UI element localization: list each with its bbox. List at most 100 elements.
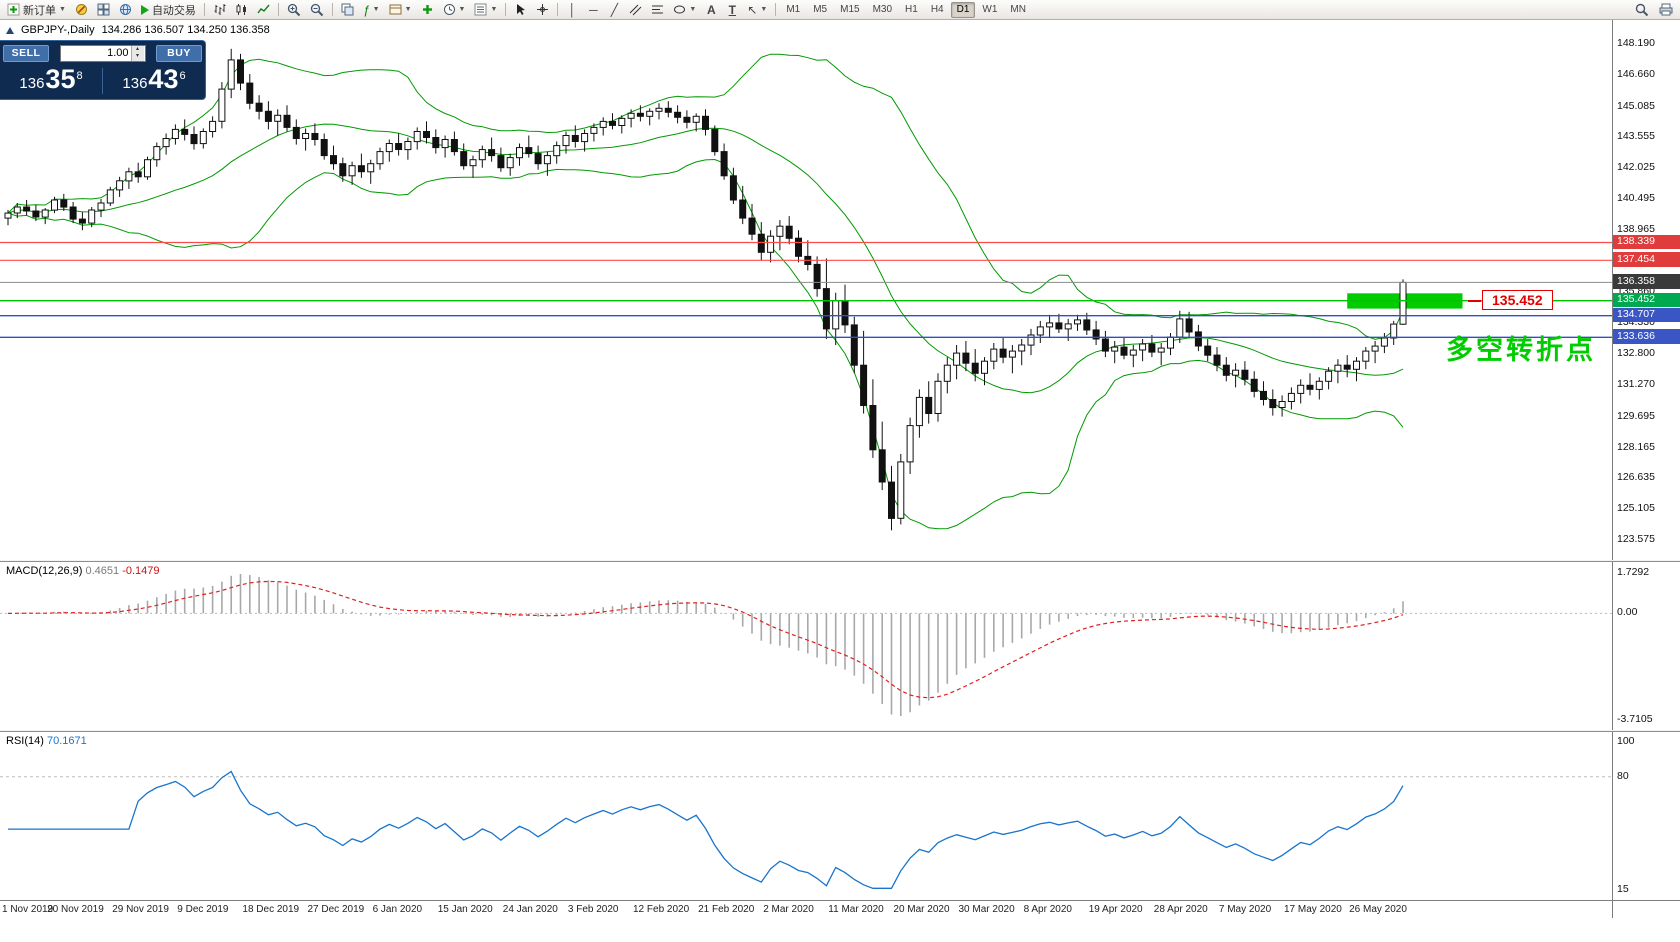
horizontal-line-button[interactable]: ─: [583, 1, 603, 19]
price-tag: 138.339: [1613, 234, 1680, 250]
date-label: 11 Mar 2020: [828, 904, 884, 915]
lot-size-input[interactable]: [60, 45, 131, 61]
chevron-down-icon: ▼: [760, 6, 768, 13]
price-tag: 135.452: [1613, 292, 1680, 308]
crosshair-icon: [536, 3, 549, 16]
text-label-icon: T: [728, 2, 736, 17]
macd-axis-bottom-label: -3.7105: [1617, 713, 1653, 726]
timeframe-m30-button[interactable]: M30: [872, 4, 893, 15]
date-label: 24 Jan 2020: [502, 904, 558, 915]
templates-button[interactable]: ▼: [385, 1, 416, 19]
indicators-button[interactable]: ƒ ▼: [359, 1, 384, 19]
price-chart-panel[interactable]: GBPJPY-,Daily 134.286 136.507 134.250 13…: [0, 20, 1612, 560]
timeframe-h4-button[interactable]: H4: [930, 4, 944, 15]
list-icon: [474, 3, 487, 16]
price-callout-label[interactable]: 135.452: [1468, 290, 1553, 310]
timeframe-m15-button[interactable]: M15: [840, 4, 860, 15]
price-axis-label: 138.965: [1617, 222, 1655, 235]
price-axis-label: 128.165: [1617, 440, 1655, 453]
tile-windows-button[interactable]: [337, 1, 358, 19]
date-label: 17 May 2020: [1284, 904, 1342, 915]
zoom-out-button[interactable]: [306, 1, 328, 19]
charts-grid-button[interactable]: [93, 1, 114, 19]
channel-button[interactable]: [625, 1, 646, 19]
price-tag: 136.358: [1613, 274, 1680, 289]
candlestick-type-button[interactable]: [231, 1, 252, 19]
text-icon: A: [706, 2, 716, 17]
timeframe-mn-button[interactable]: MN: [1010, 4, 1026, 15]
macd-header: MACD(12,26,9) 0.4651 -0.1479: [6, 565, 160, 577]
sell-tab[interactable]: SELL: [3, 44, 49, 62]
mql5-compass-button[interactable]: [71, 1, 92, 19]
new-order-button[interactable]: 新订单 ▼: [3, 1, 70, 19]
text-label-button[interactable]: T: [722, 1, 742, 19]
candlestick-chart-svg[interactable]: [0, 20, 1612, 560]
new-order-icon: [7, 3, 20, 16]
candlestick-icon: [235, 3, 248, 16]
buy-price-button[interactable]: 136 43 6: [122, 64, 186, 94]
timeframe-d1-button[interactable]: D1: [950, 1, 976, 18]
fibonacci-button[interactable]: [647, 1, 668, 19]
rsi-panel[interactable]: RSI(14) 70.1671: [0, 732, 1612, 900]
bar-chart-type-button[interactable]: [209, 1, 230, 19]
arrow-icon: ↖: [747, 2, 758, 17]
arrows-button[interactable]: ↖ ▼: [743, 1, 771, 19]
search-button[interactable]: [1631, 1, 1653, 19]
add-indicator-button[interactable]: [417, 1, 438, 19]
vertical-line-button[interactable]: │: [562, 1, 582, 19]
add-plus-icon: [421, 3, 434, 16]
buy-tab[interactable]: BUY: [156, 44, 202, 62]
panel-splitter[interactable]: [0, 560, 1680, 562]
rsi-axis[interactable]: 100 80 15: [1612, 732, 1680, 900]
charts-grid-icon: [97, 3, 110, 16]
trendline-button[interactable]: ╱: [604, 1, 624, 19]
toolbar-separator: [331, 3, 333, 16]
price-axis-label: 134.330: [1617, 316, 1655, 329]
periods-button[interactable]: ▼: [439, 1, 470, 19]
rsi-chart-svg[interactable]: [0, 732, 1612, 900]
community-button[interactable]: [115, 1, 136, 19]
line-chart-type-button[interactable]: [253, 1, 274, 19]
rsi-header: RSI(14) 70.1671: [6, 735, 87, 747]
macd-panel[interactable]: MACD(12,26,9) 0.4651 -0.1479: [0, 562, 1612, 730]
timeframe-w1-button[interactable]: W1: [982, 4, 998, 15]
timeframe-m5-button[interactable]: M5: [813, 4, 828, 15]
autotrade-button[interactable]: 自动交易: [137, 1, 200, 19]
sell-price-button[interactable]: 136 35 8: [19, 64, 83, 94]
date-label: 8 Apr 2020: [1023, 904, 1072, 915]
turning-point-annotation[interactable]: 多空转折点: [1446, 335, 1596, 365]
price-axis[interactable]: 148.190 146.660 145.085 143.555 142.025 140.4…: [1612, 20, 1680, 560]
vertical-line-icon: │: [568, 2, 577, 17]
bar-chart-icon: [213, 3, 226, 16]
toolbar-separator: [505, 3, 507, 16]
cursor-button[interactable]: [510, 1, 531, 19]
timeframe-m1-button[interactable]: M1: [786, 4, 801, 15]
price-axis-label: 143.555: [1617, 130, 1655, 143]
shapes-button[interactable]: ▼: [669, 1, 700, 19]
macd-axis[interactable]: 1.7292 0.00 -3.7105: [1612, 562, 1680, 730]
lot-increase-button[interactable]: ▴: [131, 45, 144, 53]
print-button[interactable]: [1655, 1, 1677, 19]
price-axis-label: 129.695: [1617, 409, 1655, 422]
chevron-down-icon: ▼: [490, 6, 498, 13]
trade-panel-divider: [102, 68, 103, 94]
price-axis-label: 145.085: [1617, 99, 1655, 112]
rsi-axis-level-label: 80: [1617, 769, 1629, 782]
macd-chart-svg[interactable]: [0, 562, 1612, 730]
panel-splitter[interactable]: [0, 730, 1680, 732]
search-icon: [1635, 3, 1649, 17]
line-chart-icon: [257, 3, 270, 16]
lot-size-field: ▴ ▾: [59, 44, 146, 62]
time-axis[interactable]: 1 Nov 2019 20 Nov 2019 29 Nov 2019 9 Dec 20…: [0, 900, 1612, 918]
lot-decrease-button[interactable]: ▾: [131, 53, 144, 61]
timeframe-h1-button[interactable]: H1: [905, 4, 918, 15]
objects-list-button[interactable]: ▼: [470, 1, 501, 19]
zoom-in-button[interactable]: [283, 1, 305, 19]
date-label: 21 Feb 2020: [698, 904, 755, 915]
price-axis-label: 148.190: [1617, 37, 1655, 49]
one-click-collapse-arrow[interactable]: [6, 26, 14, 34]
text-button[interactable]: A: [701, 1, 721, 19]
crosshair-button[interactable]: [532, 1, 553, 19]
zoom-out-icon: [310, 3, 324, 17]
date-label: 27 Dec 2019: [307, 904, 365, 915]
